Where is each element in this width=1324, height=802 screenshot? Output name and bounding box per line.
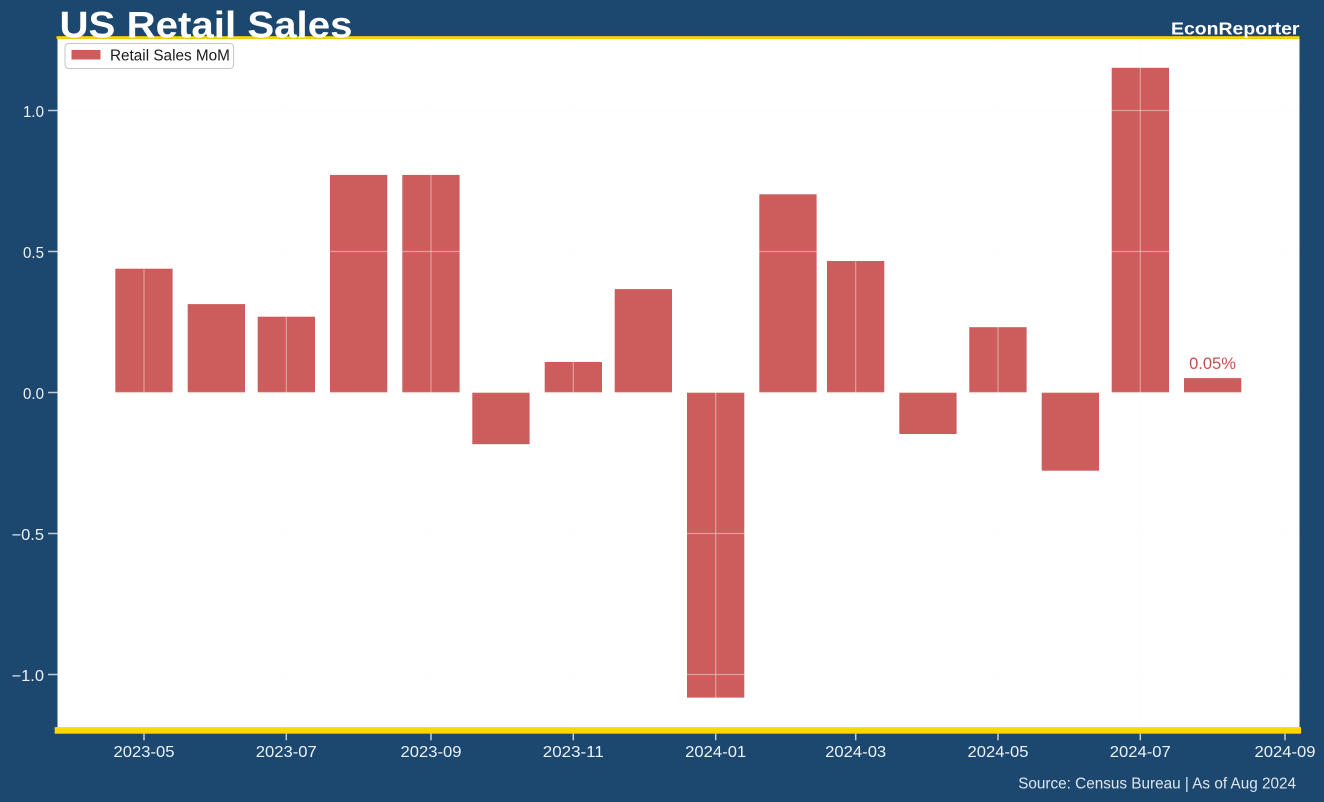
svg-text:2023-11: 2023-11 xyxy=(543,744,604,761)
svg-text:Retail Sales MoM: Retail Sales MoM xyxy=(110,47,230,64)
svg-text:2024-09: 2024-09 xyxy=(1255,744,1316,761)
svg-text:0.0: 0.0 xyxy=(23,386,44,403)
svg-text:EconReporter: EconReporter xyxy=(1171,18,1300,38)
svg-text:−0.5: −0.5 xyxy=(12,527,45,544)
svg-text:2024-03: 2024-03 xyxy=(825,744,886,761)
svg-text:2023-09: 2023-09 xyxy=(401,744,462,761)
svg-text:2024-07: 2024-07 xyxy=(1110,744,1171,761)
svg-text:0.05%: 0.05% xyxy=(1189,355,1236,373)
svg-text:1.0: 1.0 xyxy=(23,104,44,121)
svg-text:Source: Census Bureau | As of: Source: Census Bureau | As of Aug 2024 xyxy=(1018,775,1296,792)
svg-text:2024-01: 2024-01 xyxy=(685,744,746,761)
svg-text:2023-07: 2023-07 xyxy=(256,744,317,761)
svg-text:0.5: 0.5 xyxy=(23,245,44,262)
svg-text:2024-05: 2024-05 xyxy=(968,744,1029,761)
svg-text:−1.0: −1.0 xyxy=(12,668,45,685)
svg-text:US Retail Sales: US Retail Sales xyxy=(60,3,353,45)
svg-text:2023-05: 2023-05 xyxy=(114,744,175,761)
